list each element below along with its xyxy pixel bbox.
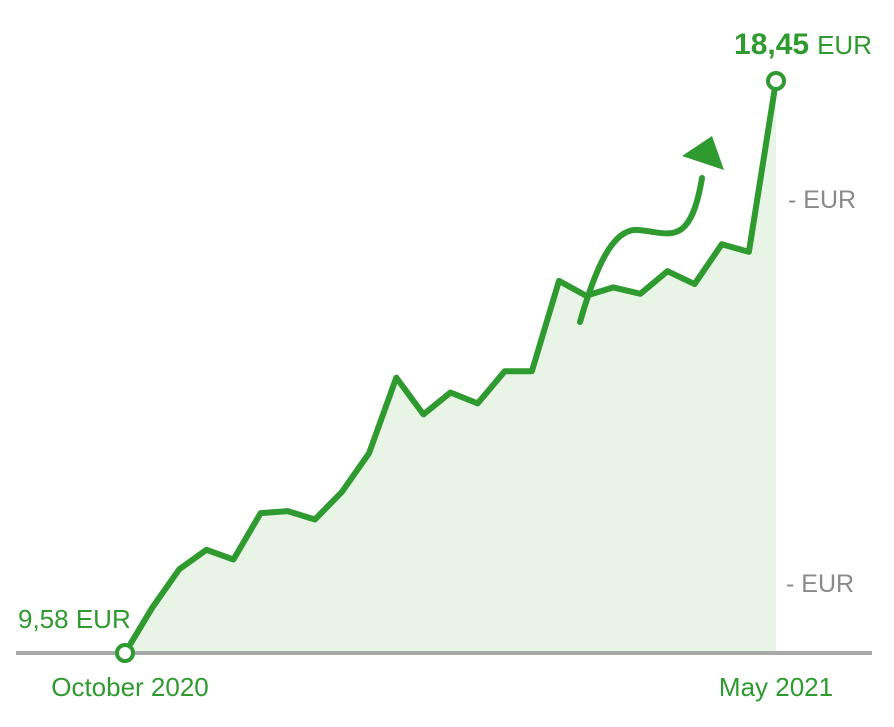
end-value-label: 18,45 EUR xyxy=(734,28,872,61)
end-value-unit: EUR xyxy=(817,30,872,60)
start-value-label: 9,58 EUR xyxy=(18,604,131,634)
end-point-marker xyxy=(766,71,786,91)
y-axis-label-lower: - EUR xyxy=(786,570,854,598)
trend-up-arrow-icon xyxy=(577,175,705,325)
y-axis-label-upper: - EUR xyxy=(788,186,856,214)
x-axis-label-start: October 2020 xyxy=(51,672,209,702)
trend-arrowhead-icon xyxy=(682,136,724,170)
area-fill xyxy=(125,81,776,653)
end-value-number: 18,45 xyxy=(734,28,809,61)
price-line xyxy=(122,78,779,656)
x-axis-label-end: May 2021 xyxy=(719,672,833,702)
start-point-marker xyxy=(115,643,135,663)
